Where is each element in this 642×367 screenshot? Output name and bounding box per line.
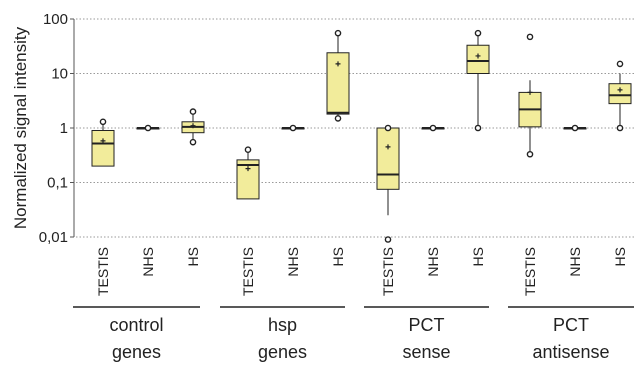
y-tick-label: 1 (60, 120, 68, 137)
y-gridlines (70, 18, 634, 238)
x-tick-label: NHS (140, 247, 156, 277)
group-label-line1: control (109, 315, 163, 335)
outlier-point (429, 124, 437, 132)
group-label-line2: sense (402, 342, 450, 362)
y-tick-label: 0,01 (39, 229, 68, 246)
x-tick-label: HS (470, 247, 486, 266)
outlier-point (384, 236, 392, 243)
x-tick-label: HS (185, 247, 201, 266)
box (466, 44, 490, 74)
box (91, 129, 115, 167)
mean-marker (245, 166, 251, 172)
outlier-point (474, 29, 482, 37)
x-tick-label: TESTIS (522, 247, 538, 296)
outlier-point (616, 60, 624, 68)
outlier-point (616, 124, 624, 132)
box (376, 127, 400, 190)
mean-marker (527, 89, 533, 95)
outlier-point (189, 138, 197, 146)
outlier-point (571, 124, 579, 132)
y-tick-label: 0,1 (47, 175, 68, 192)
x-tick-label: TESTIS (380, 247, 396, 296)
mean-marker (190, 123, 196, 129)
x-tick-label: NHS (425, 247, 441, 277)
outlier-point (526, 150, 534, 158)
group-label-line2: antisense (532, 342, 609, 362)
y-axis-label: Normalized signal intensity (11, 26, 30, 229)
outlier-point (334, 29, 342, 37)
group-label-line1: hsp (268, 315, 297, 335)
mean-marker (617, 87, 623, 93)
mean-marker (335, 61, 341, 67)
x-tick-label: NHS (567, 247, 583, 277)
mean-marker (100, 138, 106, 144)
box-series (91, 29, 632, 243)
outlier-point (244, 146, 252, 153)
box (326, 52, 350, 115)
x-tick-label: NHS (285, 247, 301, 277)
group-label-line1: PCT (409, 315, 445, 335)
box (608, 83, 632, 105)
group-label-line2: genes (258, 342, 307, 362)
outlier-point (144, 124, 152, 132)
x-tick-labels: TESTIS NHS HS TESTIS NHS HS TESTIS NHS HS TESTIS N… (95, 247, 628, 296)
outlier-point (474, 124, 482, 132)
group-label-line2: genes (112, 342, 161, 362)
outlier-point (334, 115, 342, 122)
outlier-point (289, 124, 297, 132)
y-tick-label: 100 (43, 11, 68, 28)
x-tick-label: HS (612, 247, 628, 266)
outlier-point (526, 33, 534, 41)
x-tick-label: TESTIS (95, 247, 111, 296)
y-tick-labels: 0,01 0,1 1 10 100 (39, 11, 68, 246)
box (236, 159, 260, 200)
outlier-point (189, 108, 197, 115)
group-labels: control genes hsp genes PCT sense PCT antisense (73, 306, 634, 362)
mean-marker (475, 53, 481, 59)
outlier-point (99, 118, 107, 126)
x-tick-label: TESTIS (240, 247, 256, 296)
x-tick-label: HS (330, 247, 346, 266)
outlier-point (384, 124, 392, 132)
mean-marker (385, 144, 391, 150)
group-label-line1: PCT (553, 315, 589, 335)
y-tick-label: 10 (51, 66, 68, 83)
